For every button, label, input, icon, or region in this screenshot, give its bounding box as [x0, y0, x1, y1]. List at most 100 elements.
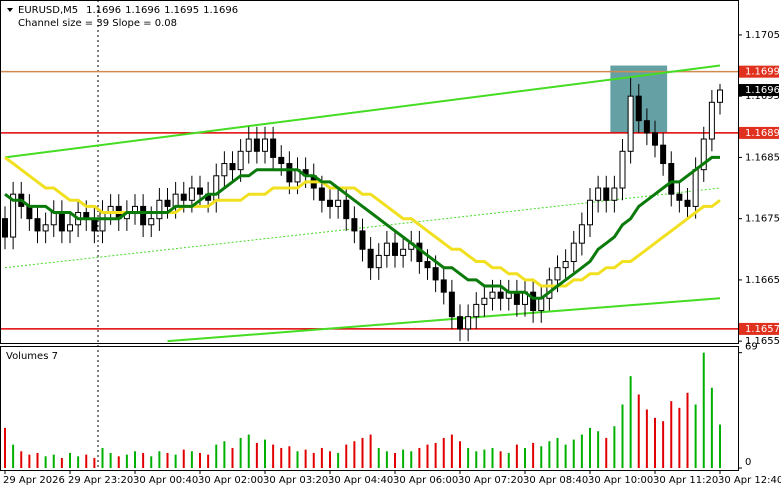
candle-body — [253, 138, 260, 152]
x-tick-label: 30 Apr 12:40 — [718, 475, 781, 486]
candle-body — [562, 261, 569, 269]
x-tick-label: 29 Apr 23:20 — [68, 475, 133, 486]
x-tick-label: 30 Apr 08:40 — [523, 475, 588, 486]
candle-body — [58, 212, 65, 232]
x-tick-label: 30 Apr 02:00 — [198, 475, 263, 486]
candle-body — [2, 218, 8, 238]
candle-body — [67, 224, 73, 232]
y-tick-label: 1.1665 — [745, 275, 780, 286]
candle-body — [229, 163, 236, 171]
candle-body — [652, 132, 658, 146]
symbol: EURUSD,M5 — [18, 5, 78, 16]
candle-body — [595, 187, 602, 201]
channel-line — [167, 297, 721, 343]
candle-body — [619, 150, 626, 189]
candle-body — [237, 150, 244, 171]
x-tick-label: 30 Apr 07:20 — [458, 475, 523, 486]
x-tick-label: 30 Apr 10:00 — [588, 475, 653, 486]
candle-body — [99, 212, 106, 232]
candle-body — [188, 187, 195, 201]
candle-body — [676, 193, 683, 201]
candle-body — [530, 291, 537, 312]
channel-line — [4, 64, 721, 159]
price-tag-label: 1.1689 — [745, 128, 780, 139]
candle-body — [717, 89, 723, 103]
candle-body — [400, 248, 407, 256]
volume-title: Volumes 7 — [6, 351, 58, 362]
candle-body — [359, 230, 366, 250]
candle-body — [570, 242, 577, 263]
candle-body — [318, 187, 325, 201]
candle-body — [692, 169, 699, 207]
candle-body — [164, 199, 171, 207]
header-value: 1.1696 — [203, 5, 238, 16]
candle-body — [245, 138, 252, 152]
x-tick-label: 30 Apr 03:20 — [263, 475, 328, 486]
chart-header: EURUSD,M5 1.1696 1.1696 1.1695 1.1696 — [18, 5, 238, 16]
candle-body — [197, 187, 203, 195]
y-tick-label: 1.1655 — [745, 336, 780, 347]
candle-body — [465, 316, 472, 330]
price-tag-label: 1.1699 — [745, 67, 780, 78]
x-tick-label: 30 Apr 06:00 — [393, 475, 458, 486]
candle-body — [497, 291, 504, 299]
candle-body — [708, 101, 715, 140]
candle-body — [538, 297, 545, 312]
candle-body — [627, 95, 634, 152]
y-tick-label: 1.1695 — [745, 91, 780, 102]
volume-tick-label: 69 — [745, 342, 758, 353]
candle-body — [278, 156, 285, 165]
candle-body — [262, 138, 268, 152]
candle-body — [489, 291, 496, 299]
candle-body — [213, 175, 220, 201]
candle-body — [91, 218, 98, 232]
candle-body — [50, 212, 57, 226]
moving-average — [4, 155, 720, 300]
candle-body — [10, 193, 17, 238]
candle-body — [684, 199, 691, 207]
x-tick-label: 30 Apr 04:40 — [328, 475, 393, 486]
volume-panel — [0, 346, 739, 471]
candle-body — [587, 199, 593, 226]
candle-body — [180, 193, 187, 201]
candle-body — [140, 205, 147, 226]
candle-body — [668, 163, 675, 195]
candle-body — [375, 254, 382, 269]
candle-body — [635, 95, 642, 122]
candle-body — [34, 218, 41, 232]
price-tag — [739, 126, 779, 139]
menu-arrow[interactable] — [7, 8, 13, 12]
x-tick-label: 30 Apr 11:20 — [653, 475, 718, 486]
candle-body — [383, 242, 390, 256]
candle-body — [351, 218, 358, 232]
candle-body — [367, 248, 374, 269]
price-tag — [739, 65, 779, 78]
candle-body — [286, 163, 293, 183]
volume-tick-label: 0 — [745, 457, 751, 468]
candle-body — [221, 163, 228, 177]
candle-body — [343, 199, 350, 220]
header-value: 1.1695 — [164, 5, 199, 16]
candle-body — [448, 291, 455, 318]
candle-body — [156, 199, 163, 220]
candle-body — [432, 267, 439, 281]
y-tick-label: 1.1685 — [745, 152, 780, 163]
candle-body — [392, 242, 398, 256]
x-tick-label: 29 Apr 2026 — [3, 475, 65, 486]
candle-body — [148, 218, 155, 226]
candle-body — [578, 224, 585, 244]
price-panel — [0, 0, 739, 344]
y-tick-label: 1.1705 — [745, 30, 780, 41]
candle-body — [643, 120, 650, 134]
last-price-tag — [739, 84, 779, 97]
candle-body — [172, 193, 179, 207]
candle-body — [554, 267, 561, 281]
y-tick-label: 1.1675 — [745, 214, 780, 225]
candle-body — [270, 138, 277, 158]
candle-body — [700, 138, 707, 171]
candle-body — [335, 199, 342, 207]
candle-body — [26, 205, 33, 220]
candle-body — [473, 303, 480, 318]
candle-body — [481, 297, 488, 305]
